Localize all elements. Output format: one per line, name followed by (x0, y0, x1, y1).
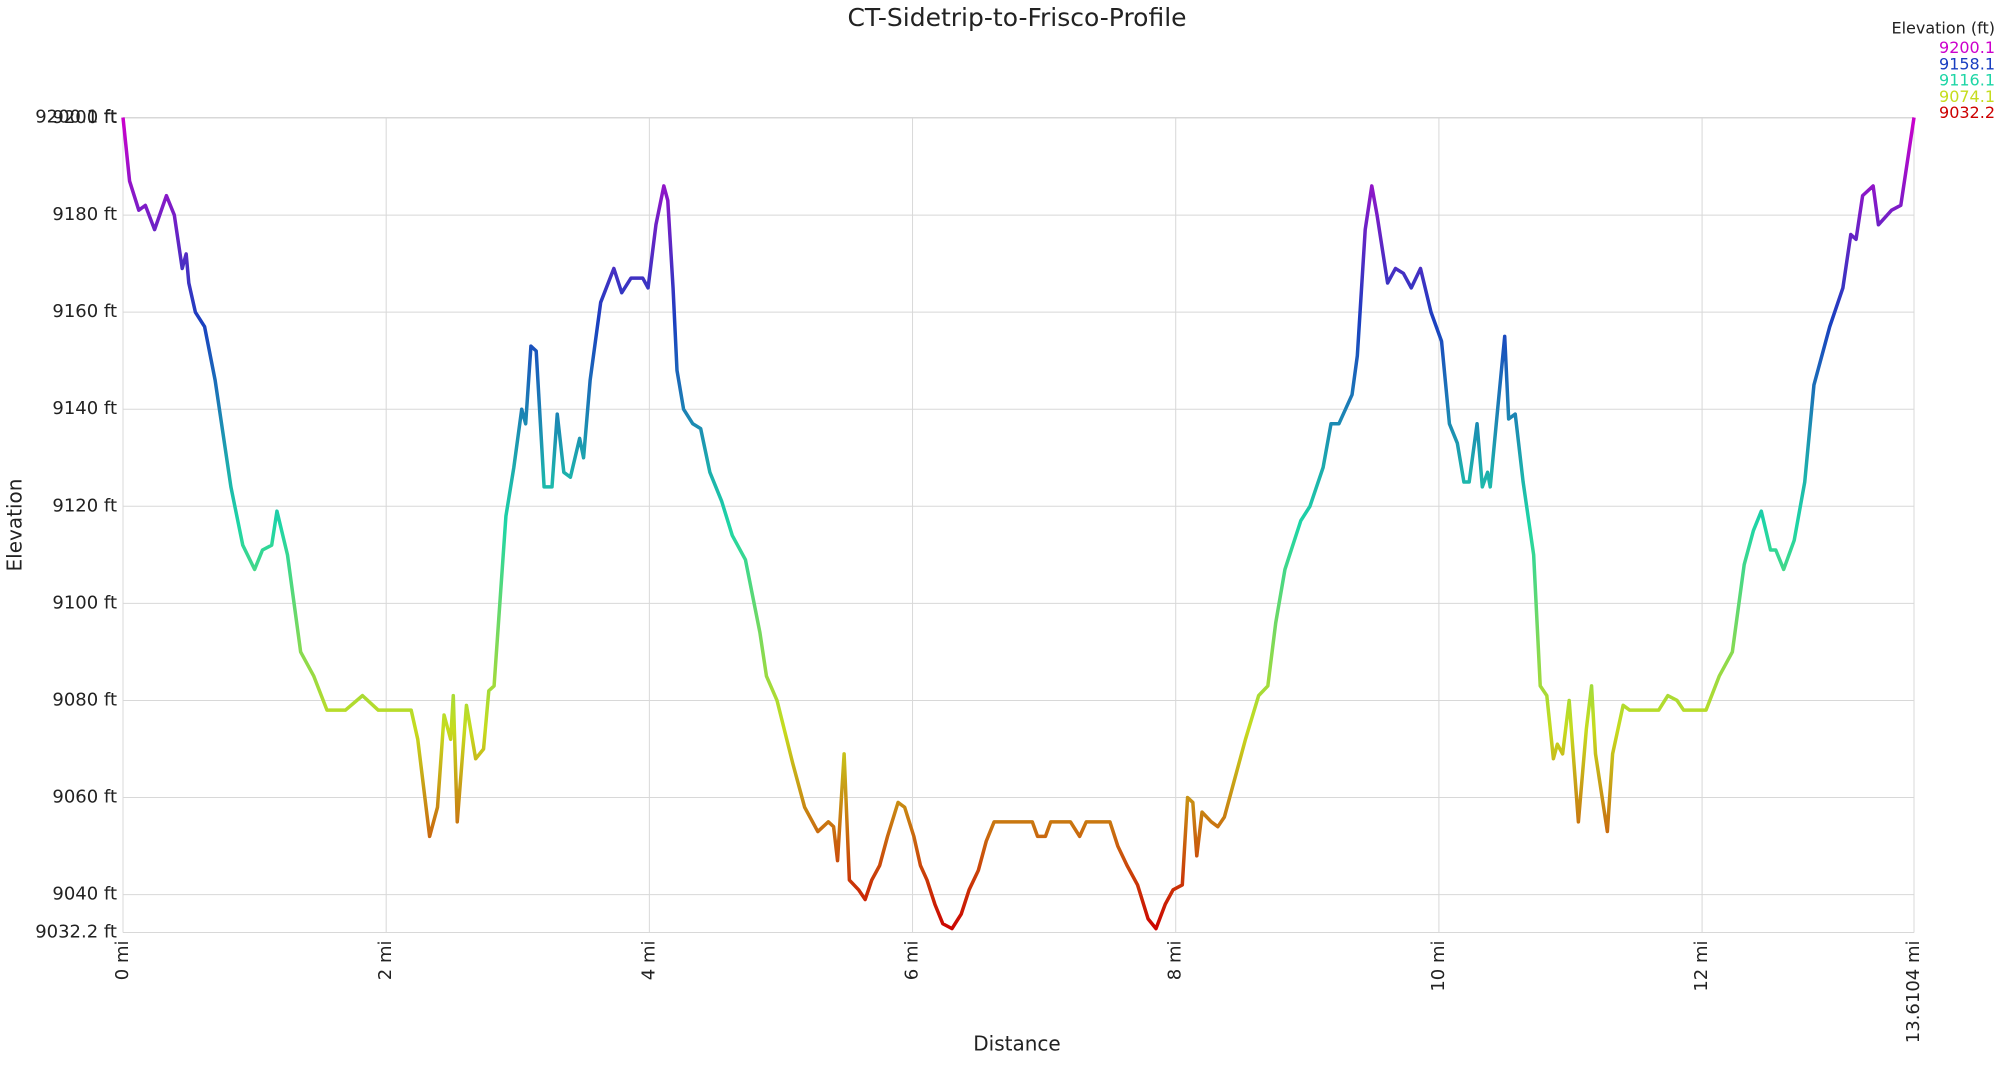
x-tick-label: 10 mi (1428, 941, 1449, 992)
y-tick-label: 9140 ft (52, 398, 117, 419)
legend-entry: 9032.2 (1939, 103, 1995, 122)
legend-entry: 9158.1 (1939, 54, 1995, 73)
x-tick-label: 12 mi (1691, 941, 1712, 992)
y-tick-label: 9160 ft (52, 301, 117, 322)
y-tick-label: 9200.1 ft (35, 107, 117, 128)
y-tick-label: 9120 ft (52, 495, 117, 516)
y-tick-label: 9200 ft (52, 107, 117, 128)
x-tick-label: 13.6104 mi (1903, 941, 1924, 1044)
legend-entry: 9074.1 (1939, 87, 1995, 106)
y-tick-label: 9032.2 ft (35, 922, 117, 943)
chart-title: CT-Sidetrip-to-Frisco-Profile (847, 3, 1186, 32)
y-tick-label: 9100 ft (52, 592, 117, 613)
y-tick-label: 9080 ft (52, 689, 117, 710)
legend-title: Elevation (ft) (1891, 19, 1995, 38)
legend-entry: 9200.1 (1939, 38, 1995, 57)
x-tick-label: 6 mi (902, 941, 923, 981)
x-tick-label: 0 mi (112, 941, 133, 981)
y-tick-label: 9180 ft (52, 204, 117, 225)
x-axis-label: Distance (973, 1032, 1060, 1056)
elevation-line (121, 117, 1916, 931)
x-tick-label: 8 mi (1165, 941, 1186, 981)
y-tick-label: 9060 ft (52, 787, 117, 808)
x-tick-label: 2 mi (375, 941, 396, 981)
y-tick-label: 9040 ft (52, 884, 117, 905)
y-axis-label: Elevation (3, 479, 27, 572)
x-tick-label: 4 mi (638, 941, 659, 981)
legend-entry: 9116.1 (1939, 71, 1995, 90)
